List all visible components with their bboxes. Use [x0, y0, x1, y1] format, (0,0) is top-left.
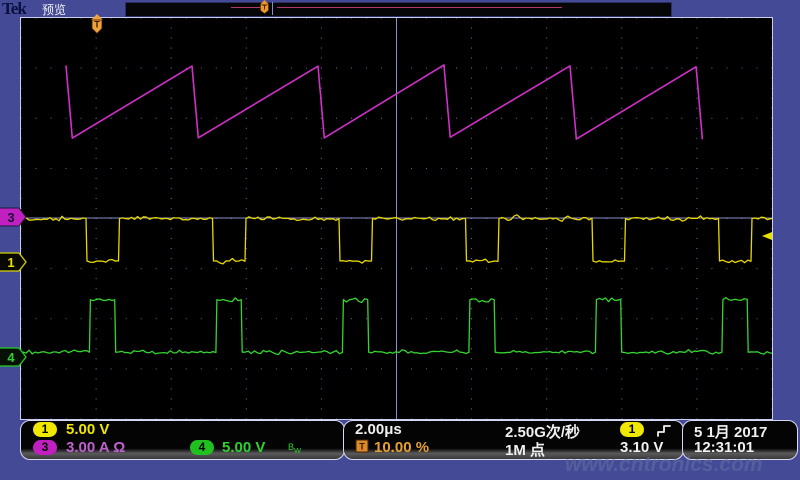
svg-text:4: 4 — [7, 350, 15, 365]
svg-text:T: T — [94, 20, 100, 30]
svg-text:T: T — [263, 5, 267, 12]
svg-text:1: 1 — [7, 255, 14, 270]
svg-text:T: T — [359, 442, 365, 452]
svg-text:3: 3 — [7, 210, 14, 225]
